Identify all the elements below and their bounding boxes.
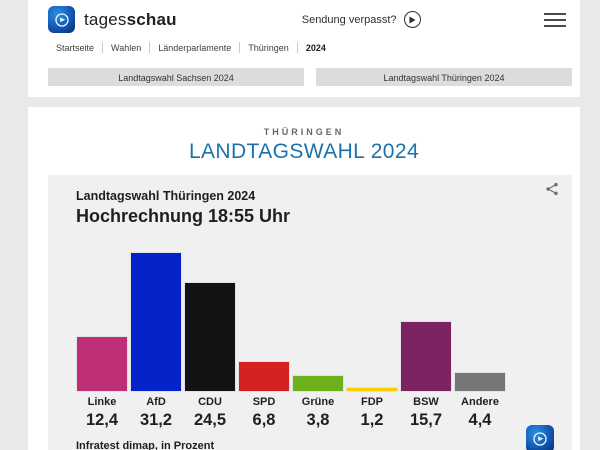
- breadcrumb-separator: [102, 42, 104, 53]
- menu-icon[interactable]: [544, 6, 566, 34]
- party-label: Andere: [461, 395, 499, 408]
- breadcrumb-separator: [239, 42, 241, 53]
- brand-wordmark: tagesschau: [84, 9, 177, 29]
- bar-column: BSW 15,7: [400, 235, 452, 430]
- bar-column: Linke 12,4: [76, 235, 128, 430]
- party-label: SPD: [252, 395, 276, 408]
- bar-area: [346, 235, 398, 392]
- party-label: Grüne: [301, 395, 335, 408]
- region-kicker: THÜRINGEN: [263, 126, 345, 137]
- bar-cdu: [184, 281, 236, 392]
- page-title: LANDTAGSWAHL 2024: [188, 139, 420, 163]
- sendung-verpasst-label: Sendung verpasst?: [301, 13, 397, 26]
- bar-afd: [130, 251, 182, 392]
- party-value: 24,5: [193, 410, 227, 429]
- chart-title: Hochrechnung 18:55 Uhr: [76, 205, 291, 226]
- bar-column: FDP 1,2: [346, 235, 398, 430]
- bar-bsw: [400, 320, 452, 392]
- bar-area: [76, 235, 128, 392]
- main-content: THÜRINGEN LANDTAGSWAHL 2024 Landtagswahl…: [28, 106, 580, 450]
- share-icon[interactable]: [543, 180, 561, 203]
- bar-spd: [238, 360, 290, 392]
- bar-fdp: [346, 386, 398, 392]
- party-label: BSW: [413, 395, 439, 408]
- site-header: tagesschau Sendung verpasst? Startseite W…: [28, 0, 580, 97]
- tagesschau-globe-icon: [48, 6, 75, 34]
- breadcrumb-item[interactable]: 2024: [305, 42, 326, 53]
- content-column: tagesschau Sendung verpasst? Startseite W…: [28, 0, 580, 450]
- chart-subtitle: Landtagswahl Thüringen 2024: [76, 188, 256, 203]
- party-label: Linke: [87, 395, 117, 408]
- bar-area: [454, 235, 506, 392]
- party-value: 15,7: [409, 410, 443, 429]
- bar-linke: [76, 335, 128, 392]
- bar-column: SPD 6,8: [238, 235, 290, 430]
- bar-chart: Linke 12,4 AfD 31,2 CDU 24,5 SPD 6,8 Grüne 3,8 FDP…: [76, 235, 572, 430]
- party-label: AfD: [146, 395, 166, 408]
- play-icon[interactable]: [403, 11, 421, 29]
- bar-column: CDU 24,5: [184, 235, 236, 430]
- bar-area: [130, 235, 182, 392]
- election-results-chart: Landtagswahl Thüringen 2024 Hochrechnung…: [48, 174, 572, 450]
- election-nav-button[interactable]: Landtagswahl Sachsen 2024: [48, 67, 304, 86]
- bar-column: AfD 31,2: [130, 235, 182, 430]
- masthead: tagesschau Sendung verpasst?: [28, 0, 580, 34]
- tagesschau-logo[interactable]: tagesschau: [48, 6, 177, 34]
- tagesschau-watermark-icon: [526, 424, 554, 450]
- bar-area: [292, 235, 344, 392]
- breadcrumb-separator: [296, 42, 298, 53]
- bar-area: [400, 235, 452, 392]
- bar-area: [184, 235, 236, 392]
- party-value: 3,8: [306, 410, 330, 429]
- party-value: 4,4: [468, 410, 492, 429]
- breadcrumb-item[interactable]: Wahlen: [111, 42, 142, 53]
- sendung-verpasst-link[interactable]: Sendung verpasst?: [301, 11, 421, 29]
- party-value: 1,2: [360, 410, 384, 429]
- breadcrumb: Startseite Wahlen Länderparlamente Thüringe…: [28, 34, 580, 55]
- breadcrumb-item[interactable]: Länderparlamente: [158, 42, 232, 53]
- breadcrumb-separator: [149, 42, 151, 53]
- bar-column: Andere 4,4: [454, 235, 506, 430]
- chart-source: Infratest dimap, in Prozent: [76, 439, 215, 450]
- breadcrumb-item[interactable]: Startseite: [56, 42, 95, 53]
- party-value: 12,4: [85, 410, 119, 429]
- party-value: 31,2: [139, 410, 173, 429]
- election-nav-buttons: Landtagswahl Sachsen 2024 Landtagswahl Th…: [28, 55, 580, 86]
- bar-area: [238, 235, 290, 392]
- party-value: 6,8: [252, 410, 276, 429]
- bar-grüne: [292, 374, 344, 392]
- breadcrumb-item[interactable]: Thüringen: [248, 42, 289, 53]
- party-label: CDU: [198, 395, 222, 408]
- bar-column: Grüne 3,8: [292, 235, 344, 430]
- election-nav-button[interactable]: Landtagswahl Thüringen 2024: [316, 67, 572, 86]
- bar-andere: [454, 371, 506, 392]
- party-label: FDP: [361, 395, 383, 408]
